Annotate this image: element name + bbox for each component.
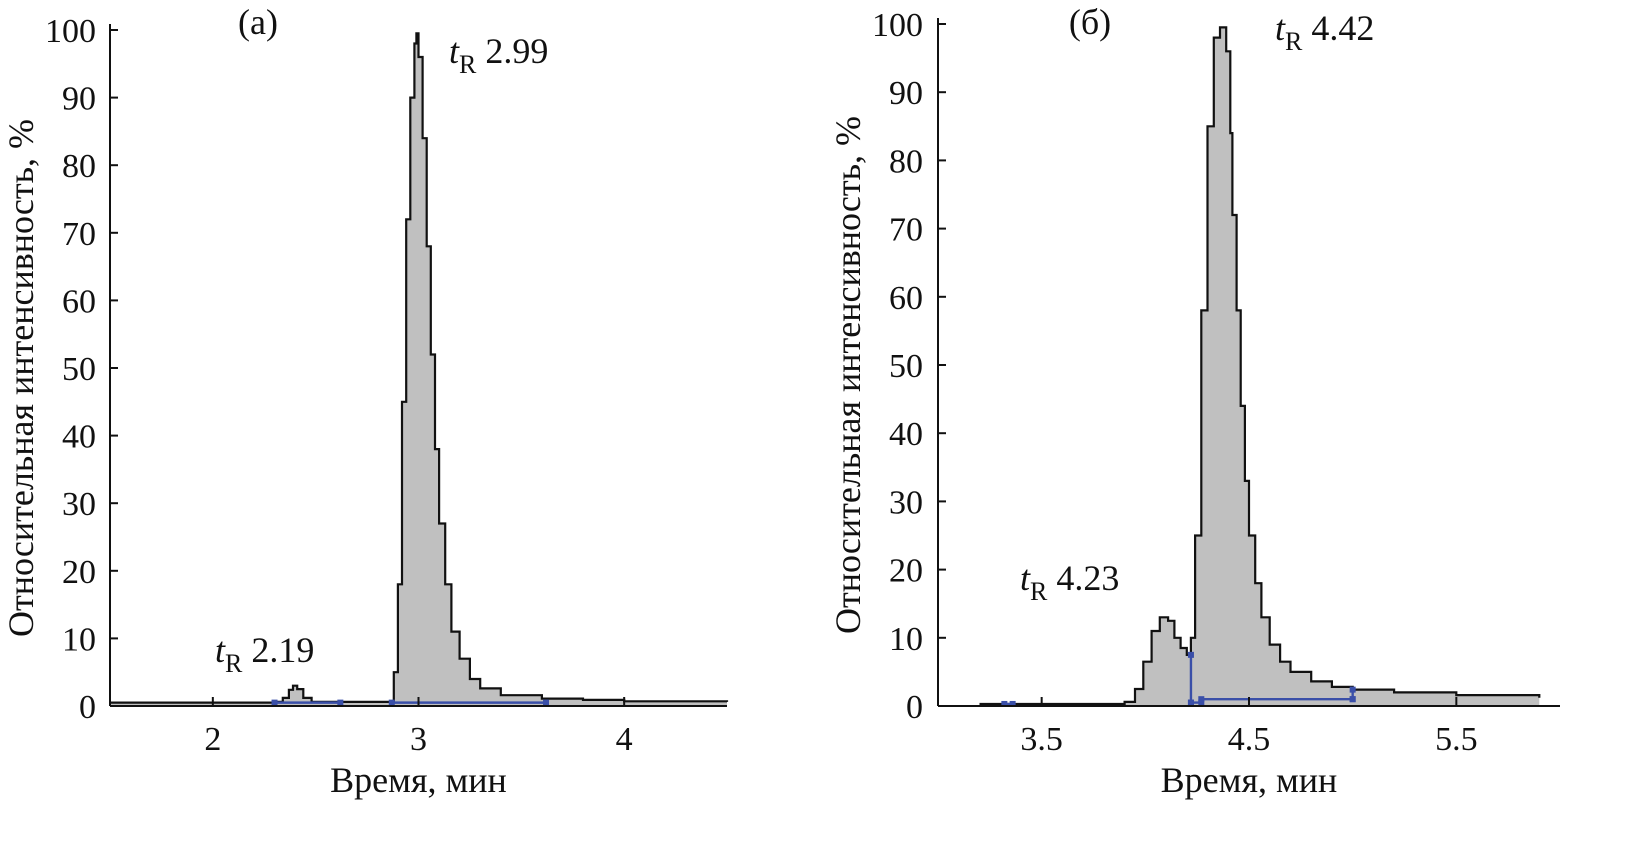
peak-label-value: 4.42 bbox=[1302, 8, 1374, 48]
peak-label-subscript: R bbox=[1285, 27, 1303, 56]
y-tick-label: 30 bbox=[62, 486, 96, 523]
x-tick-label: 3.5 bbox=[1020, 721, 1063, 758]
chart-panel-2: 0 10 20 30 40 50 60 70 80 90 100 3.5 4.5 5.5 Время, ми… bbox=[828, 2, 1560, 800]
y-tick-label: 30 bbox=[889, 484, 923, 521]
integration-marker bbox=[1187, 651, 1194, 658]
chromatogram-trace bbox=[110, 32, 729, 704]
peak-label-value: 2.99 bbox=[476, 31, 548, 71]
peak-label: tR 2.19 bbox=[215, 630, 314, 678]
integration-marker bbox=[543, 699, 550, 706]
y-tick-label: 70 bbox=[889, 212, 923, 249]
x-tick-label: 5.5 bbox=[1435, 721, 1478, 758]
peak-area-fill bbox=[110, 33, 727, 706]
y-tick-label: 40 bbox=[889, 416, 923, 453]
integration-marker bbox=[1198, 699, 1205, 706]
x-tick-label: 4.5 bbox=[1228, 721, 1271, 758]
peak-label: tR 4.23 bbox=[1020, 558, 1119, 606]
peak-label-subscript: R bbox=[225, 649, 243, 678]
panel-label: (а) bbox=[238, 2, 278, 42]
peak-label-value: 4.23 bbox=[1047, 558, 1119, 598]
y-tick-label: 10 bbox=[62, 621, 96, 658]
y-tick-label: 20 bbox=[62, 554, 96, 591]
integration-marker bbox=[1187, 699, 1194, 706]
y-axis-title: Относительная интенсивность, % bbox=[828, 116, 868, 634]
y-tick-label: 50 bbox=[62, 351, 96, 388]
chromatogram-trace bbox=[979, 26, 1541, 706]
chart-panel-1: 0 10 20 30 40 50 60 70 80 90 100 2 3 4 Время, мин Относ… bbox=[1, 2, 729, 800]
y-tick-label: 60 bbox=[889, 280, 923, 317]
y-tick-label: 80 bbox=[889, 143, 923, 180]
x-axis-title: Время, мин bbox=[330, 760, 507, 800]
y-tick-label: 0 bbox=[906, 689, 923, 726]
integration-marker bbox=[1198, 696, 1205, 703]
peak-label-value: 2.19 bbox=[242, 630, 314, 670]
integration-marker bbox=[388, 699, 395, 706]
y-axis-title: Относительная интенсивность, % bbox=[1, 119, 41, 637]
peak-label: tR 2.99 bbox=[449, 31, 548, 79]
peak-label-subscript: R bbox=[459, 50, 477, 79]
integration-marker bbox=[1349, 686, 1356, 693]
peak-label-t: t bbox=[449, 31, 460, 71]
y-tick-label: 20 bbox=[889, 553, 923, 590]
y-tick-label: 40 bbox=[62, 419, 96, 456]
x-tick-label: 4 bbox=[616, 721, 633, 758]
peak-label-subscript: R bbox=[1030, 577, 1048, 606]
y-tick-label: 80 bbox=[62, 148, 96, 185]
x-tick-label: 3 bbox=[410, 721, 427, 758]
y-tick-label: 90 bbox=[62, 81, 96, 118]
x-tick-label: 2 bbox=[204, 721, 221, 758]
peak-label-t: t bbox=[215, 630, 226, 670]
y-tick-label: 10 bbox=[889, 621, 923, 658]
y-tick-label: 100 bbox=[872, 7, 923, 44]
y-tick-label: 90 bbox=[889, 75, 923, 112]
x-axis-title: Время, мин bbox=[1161, 760, 1338, 800]
integration-marker bbox=[1009, 700, 1016, 707]
integration-marker bbox=[271, 699, 278, 706]
peak-label: tR 4.42 bbox=[1275, 8, 1374, 56]
peak-label-t: t bbox=[1275, 8, 1286, 48]
y-tick-label: 0 bbox=[79, 689, 96, 726]
y-tick-label: 60 bbox=[62, 283, 96, 320]
y-tick-label: 100 bbox=[45, 13, 96, 50]
panel-label: (б) bbox=[1069, 2, 1111, 42]
y-tick-label: 50 bbox=[889, 348, 923, 385]
peak-label-t: t bbox=[1020, 558, 1031, 598]
integration-marker bbox=[1349, 696, 1356, 703]
peak-area-fill bbox=[979, 27, 1540, 706]
y-tick-label: 70 bbox=[62, 216, 96, 253]
integration-marker bbox=[337, 699, 344, 706]
integration-marker bbox=[1001, 700, 1008, 707]
